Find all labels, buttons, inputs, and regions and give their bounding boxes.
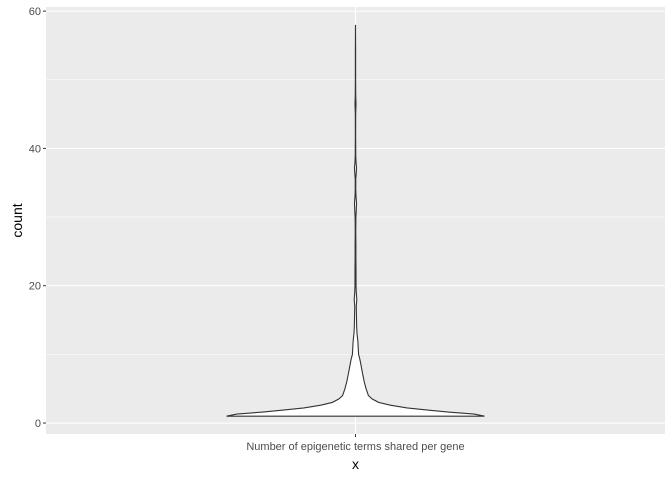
y-tick-label: 60	[29, 6, 41, 18]
y-tick-label: 20	[29, 281, 41, 293]
y-tick-label: 40	[29, 143, 41, 155]
x-axis-title: x	[352, 456, 359, 472]
violin-shape	[226, 24, 485, 417]
y-axis-ticks: 0 20 40 60	[29, 6, 46, 430]
y-axis-title: count	[9, 203, 25, 237]
x-axis-ticks: Number of epigenetic terms shared per ge…	[246, 434, 465, 453]
y-tick-label: 0	[35, 418, 41, 430]
x-tick-label: Number of epigenetic terms shared per ge…	[246, 441, 464, 453]
